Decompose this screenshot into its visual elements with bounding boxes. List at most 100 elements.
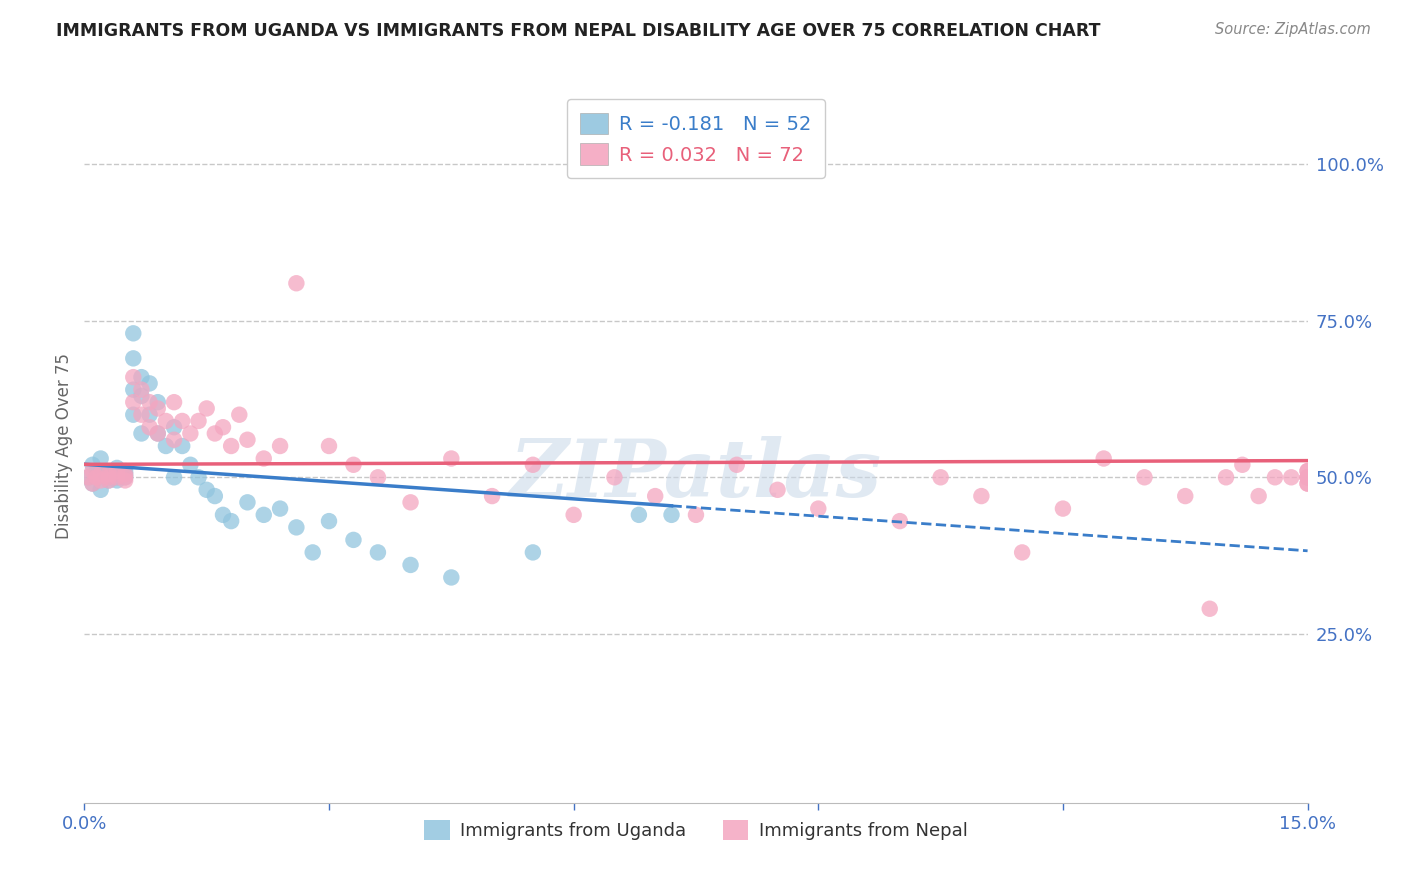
Point	[1174, 489, 1197, 503]
Point	[105, 464, 128, 478]
Point	[228, 408, 250, 422]
Point	[97, 464, 120, 478]
Point	[131, 408, 153, 422]
Point	[970, 489, 993, 503]
Point	[155, 414, 177, 428]
Point	[82, 464, 104, 478]
Point	[97, 467, 120, 482]
Point	[122, 326, 145, 341]
Point	[105, 461, 128, 475]
Point	[1052, 501, 1074, 516]
Point	[179, 426, 201, 441]
Point	[114, 474, 136, 488]
Point	[179, 458, 201, 472]
Point	[122, 351, 145, 366]
Point	[138, 408, 160, 422]
Point	[105, 470, 128, 484]
Point	[269, 439, 291, 453]
Point	[522, 545, 544, 559]
Point	[1247, 489, 1270, 503]
Point	[661, 508, 683, 522]
Point	[131, 426, 153, 441]
Point	[522, 458, 544, 472]
Point	[440, 451, 463, 466]
Point	[122, 408, 145, 422]
Point	[253, 451, 276, 466]
Point	[131, 383, 153, 397]
Point	[1296, 470, 1319, 484]
Point	[114, 470, 136, 484]
Point	[90, 451, 112, 466]
Point	[204, 426, 226, 441]
Point	[97, 474, 120, 488]
Point	[90, 474, 112, 488]
Point	[146, 395, 169, 409]
Point	[301, 545, 323, 559]
Point	[105, 470, 128, 484]
Point	[1011, 545, 1033, 559]
Point	[807, 501, 830, 516]
Point	[1279, 470, 1302, 484]
Point	[97, 470, 120, 484]
Point	[481, 489, 503, 503]
Point	[138, 420, 160, 434]
Point	[766, 483, 789, 497]
Y-axis label: Disability Age Over 75: Disability Age Over 75	[55, 353, 73, 539]
Point	[155, 439, 177, 453]
Point	[82, 476, 104, 491]
Point	[146, 401, 169, 416]
Point	[131, 370, 153, 384]
Point	[889, 514, 911, 528]
Point	[269, 501, 291, 516]
Point	[603, 470, 626, 484]
Point	[97, 467, 120, 482]
Point	[342, 533, 364, 547]
Point	[253, 508, 276, 522]
Point	[90, 467, 112, 482]
Point	[1296, 470, 1319, 484]
Point	[1198, 601, 1220, 615]
Point	[1296, 464, 1319, 478]
Point	[1232, 458, 1254, 472]
Point	[114, 470, 136, 484]
Point	[172, 414, 194, 428]
Point	[1133, 470, 1156, 484]
Text: ZIPatlas: ZIPatlas	[510, 436, 882, 513]
Point	[163, 470, 186, 484]
Point	[236, 433, 259, 447]
Point	[163, 433, 186, 447]
Point	[318, 439, 340, 453]
Point	[367, 470, 389, 484]
Point	[146, 426, 169, 441]
Point	[285, 520, 308, 534]
Point	[82, 458, 104, 472]
Point	[97, 470, 120, 484]
Point	[1296, 470, 1319, 484]
Point	[685, 508, 707, 522]
Point	[122, 395, 145, 409]
Point	[399, 558, 422, 572]
Point	[1092, 451, 1115, 466]
Point	[367, 545, 389, 559]
Point	[114, 467, 136, 482]
Point	[627, 508, 650, 522]
Point	[219, 439, 242, 453]
Text: Source: ZipAtlas.com: Source: ZipAtlas.com	[1215, 22, 1371, 37]
Point	[1264, 470, 1286, 484]
Point	[236, 495, 259, 509]
Point	[77, 470, 100, 484]
Point	[204, 489, 226, 503]
Point	[195, 483, 218, 497]
Point	[212, 508, 235, 522]
Point	[562, 508, 585, 522]
Point	[163, 420, 186, 434]
Legend: Immigrants from Uganda, Immigrants from Nepal: Immigrants from Uganda, Immigrants from …	[418, 813, 974, 847]
Point	[114, 467, 136, 482]
Point	[219, 514, 242, 528]
Point	[929, 470, 952, 484]
Point	[440, 570, 463, 584]
Point	[212, 420, 235, 434]
Point	[86, 470, 108, 484]
Point	[122, 383, 145, 397]
Point	[1215, 470, 1237, 484]
